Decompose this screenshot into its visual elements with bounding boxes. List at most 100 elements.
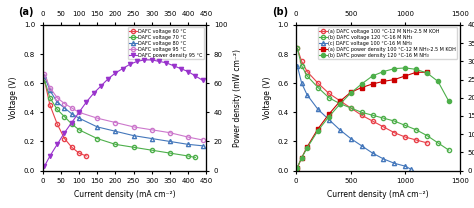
DAFC voltage 95 °C xyxy=(131,126,137,128)
(a) DAFC voltage 100 °C-12 M NH₃-2.5 M KOH xyxy=(402,136,408,138)
(c) DAFC voltage 100 °C-16 M NH₃ xyxy=(326,118,332,121)
DAFC voltage 70 °C xyxy=(76,129,82,131)
DAFC voltage 95 °C xyxy=(185,136,191,138)
DAFC voltage 60 °C xyxy=(83,155,89,157)
DAFC voltage 95 °C xyxy=(149,129,155,131)
Legend: (a) DAFC voltage 100 °C-12 M NH₃-2.5 M KOH, (b) DAFC voltage 120 °C-16 M NH₃, (c: (a) DAFC voltage 100 °C-12 M NH₃-2.5 M K… xyxy=(318,27,457,59)
(a) DAFC voltage 100 °C-12 M NH₃-2.5 M KOH xyxy=(299,60,304,63)
Line: DAFC voltage 70 °C: DAFC voltage 70 °C xyxy=(42,78,197,160)
DAFC voltage 70 °C xyxy=(185,155,191,157)
(b) DAFC voltage 120 °C-16 M NH₃ xyxy=(299,64,304,67)
(b) DAFC voltage 120 °C-16 M NH₃ xyxy=(315,86,321,89)
Y-axis label: Voltage (V): Voltage (V) xyxy=(9,77,18,119)
Text: (b): (b) xyxy=(272,7,288,17)
(b) DAFC voltage 120 °C-16 M NH₃ xyxy=(424,134,430,137)
(c) DAFC voltage 100 °C-16 M NH₃ xyxy=(348,137,354,140)
DAFC voltage 80 °C xyxy=(47,89,53,92)
(a) DAFC power density 100 °C-12 M NH₃-2.5 M KOH xyxy=(402,75,408,77)
(b) DAFC voltage 120 °C-16 M NH₃ xyxy=(446,149,452,151)
(a) DAFC power density 100 °C-12 M NH₃-2.5 M KOH xyxy=(315,128,321,130)
(b) DAFC voltage 120 °C-16 M NH₃ xyxy=(381,117,386,119)
(a) DAFC power density 100 °C-12 M NH₃-2.5 M KOH xyxy=(326,113,332,115)
DAFC voltage 80 °C xyxy=(112,130,118,132)
DAFC power density 95 °C xyxy=(83,101,89,103)
(a) DAFC voltage 100 °C-12 M NH₃-2.5 M KOH xyxy=(326,92,332,95)
(a) DAFC power density 100 °C-12 M NH₃-2.5 M KOH xyxy=(381,80,386,83)
Text: (a): (a) xyxy=(18,7,34,17)
DAFC voltage 95 °C xyxy=(167,131,173,134)
(c) DAFC voltage 100 °C-16 M NH₃ xyxy=(299,82,304,84)
DAFC power density 95 °C xyxy=(76,111,82,114)
(c) DAFC voltage 100 °C-16 M NH₃ xyxy=(381,158,386,160)
DAFC voltage 95 °C xyxy=(62,102,67,105)
(c) DAFC voltage 100 °C-16 M NH₃ xyxy=(402,165,408,167)
(a) DAFC power density 100 °C-12 M NH₃-2.5 M KOH xyxy=(348,91,354,94)
DAFC voltage 80 °C xyxy=(185,143,191,146)
(a) DAFC voltage 100 °C-12 M NH₃-2.5 M KOH xyxy=(370,120,375,122)
DAFC power density 95 °C xyxy=(178,67,183,70)
(a) DAFC voltage 100 °C-12 M NH₃-2.5 M KOH xyxy=(359,114,365,116)
(c) DAFC voltage 100 °C-16 M NH₃ xyxy=(337,129,343,131)
(b) DAFC power density 120 °C-16 M NH₃ xyxy=(337,103,343,105)
DAFC voltage 60 °C xyxy=(42,79,47,82)
DAFC voltage 95 °C xyxy=(112,121,118,124)
(c) DAFC voltage 100 °C-16 M NH₃ xyxy=(304,94,310,96)
(b) DAFC voltage 120 °C-16 M NH₃ xyxy=(326,97,332,99)
DAFC power density 95 °C xyxy=(62,131,67,134)
(c) DAFC voltage 100 °C-16 M NH₃ xyxy=(315,108,321,111)
(a) DAFC voltage 100 °C-12 M NH₃-2.5 M KOH xyxy=(413,139,419,141)
DAFC voltage 70 °C xyxy=(94,137,100,140)
DAFC power density 95 °C xyxy=(120,67,126,70)
Legend: DAFC voltage 60 °C, DAFC voltage 70 °C, DAFC voltage 80 °C, DAFC voltage 95 °C, : DAFC voltage 60 °C, DAFC voltage 70 °C, … xyxy=(128,27,204,59)
(b) DAFC voltage 120 °C-16 M NH₃ xyxy=(337,102,343,105)
(a) DAFC power density 100 °C-12 M NH₃-2.5 M KOH xyxy=(337,100,343,103)
(a) DAFC voltage 100 °C-12 M NH₃-2.5 M KOH xyxy=(337,99,343,102)
DAFC voltage 95 °C xyxy=(55,97,60,99)
(b) DAFC voltage 120 °C-16 M NH₃ xyxy=(413,129,419,131)
(c) DAFC voltage 100 °C-16 M NH₃ xyxy=(370,152,375,154)
(b) DAFC power density 120 °C-16 M NH₃ xyxy=(315,129,321,132)
DAFC voltage 60 °C xyxy=(69,146,74,149)
(b) DAFC voltage 120 °C-16 M NH₃ xyxy=(359,111,365,114)
DAFC voltage 70 °C xyxy=(112,143,118,146)
DAFC voltage 70 °C xyxy=(69,123,74,125)
(b) DAFC voltage 120 °C-16 M NH₃ xyxy=(304,75,310,77)
DAFC voltage 70 °C xyxy=(55,108,60,111)
(b) DAFC power density 120 °C-16 M NH₃ xyxy=(294,166,300,169)
(b) DAFC power density 120 °C-16 M NH₃ xyxy=(446,100,452,103)
(b) DAFC power density 120 °C-16 M NH₃ xyxy=(435,80,441,83)
DAFC power density 95 °C xyxy=(55,143,60,146)
DAFC voltage 70 °C xyxy=(167,152,173,154)
(b) DAFC power density 120 °C-16 M NH₃ xyxy=(370,75,375,77)
DAFC voltage 70 °C xyxy=(149,149,155,151)
DAFC power density 95 °C xyxy=(42,165,47,167)
DAFC power density 95 °C xyxy=(156,60,162,63)
(a) DAFC voltage 100 °C-12 M NH₃-2.5 M KOH xyxy=(424,142,430,144)
DAFC voltage 95 °C xyxy=(200,139,205,141)
DAFC voltage 70 °C xyxy=(131,146,137,149)
(b) DAFC voltage 120 °C-16 M NH₃ xyxy=(294,47,300,50)
DAFC power density 95 °C xyxy=(142,59,147,61)
(b) DAFC voltage 120 °C-16 M NH₃ xyxy=(435,142,441,144)
Line: DAFC power density 95 °C: DAFC power density 95 °C xyxy=(42,58,205,168)
DAFC voltage 95 °C xyxy=(69,107,74,109)
DAFC power density 95 °C xyxy=(185,70,191,73)
Line: (b) DAFC power density 120 °C-16 M NH₃: (b) DAFC power density 120 °C-16 M NH₃ xyxy=(295,66,451,170)
(c) DAFC voltage 100 °C-16 M NH₃ xyxy=(408,168,413,170)
(a) DAFC power density 100 °C-12 M NH₃-2.5 M KOH xyxy=(424,71,430,73)
(b) DAFC power density 120 °C-16 M NH₃ xyxy=(359,83,365,85)
DAFC voltage 80 °C xyxy=(200,145,205,147)
DAFC voltage 80 °C xyxy=(131,134,137,137)
(a) DAFC power density 100 °C-12 M NH₃-2.5 M KOH xyxy=(392,78,397,81)
(b) DAFC voltage 120 °C-16 M NH₃ xyxy=(392,120,397,122)
DAFC power density 95 °C xyxy=(112,72,118,74)
(c) DAFC voltage 100 °C-16 M NH₃ xyxy=(294,64,300,67)
(b) DAFC power density 120 °C-16 M NH₃ xyxy=(326,115,332,118)
(a) DAFC voltage 100 °C-12 M NH₃-2.5 M KOH xyxy=(392,131,397,134)
DAFC voltage 80 °C xyxy=(55,101,60,103)
Line: DAFC voltage 95 °C: DAFC voltage 95 °C xyxy=(42,72,205,142)
DAFC voltage 95 °C xyxy=(76,111,82,114)
(b) DAFC voltage 120 °C-16 M NH₃ xyxy=(402,124,408,127)
(a) DAFC power density 100 °C-12 M NH₃-2.5 M KOH xyxy=(370,83,375,85)
(a) DAFC power density 100 °C-12 M NH₃-2.5 M KOH xyxy=(299,157,304,159)
